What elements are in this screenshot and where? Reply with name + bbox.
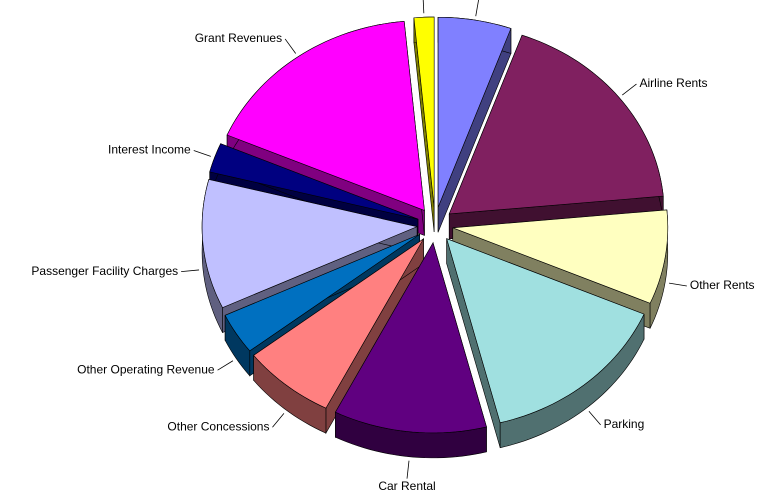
slice-label: Passenger Facility Charges <box>31 264 178 278</box>
leader-line <box>422 0 425 14</box>
leader-line <box>588 410 601 426</box>
slice-label: Car Rental <box>378 479 435 493</box>
leader-line <box>284 38 297 54</box>
slice-label: Interest Income <box>108 143 191 157</box>
leader-line <box>193 150 211 157</box>
slice <box>413 16 435 233</box>
slice <box>446 238 645 449</box>
leader-line <box>217 360 234 371</box>
slice-label: Grant Revenues <box>195 31 282 45</box>
slice-top <box>209 143 419 220</box>
slice-top <box>224 234 420 352</box>
leader-line <box>669 282 687 287</box>
slice-label: Other Concessions <box>167 419 269 433</box>
slice-top <box>334 242 487 434</box>
leader-line <box>272 413 285 428</box>
leader-line <box>406 460 410 479</box>
slice-label: Other Rents <box>690 278 755 292</box>
slice-top <box>446 238 645 424</box>
slice <box>253 237 424 435</box>
slice-top <box>201 179 419 308</box>
slice-label: Other Operating Revenue <box>77 362 215 376</box>
slice-top <box>253 238 424 409</box>
slice-top <box>437 16 512 208</box>
leader-line <box>622 83 637 96</box>
slice <box>437 16 512 233</box>
slice-top <box>413 16 435 208</box>
slice-top <box>226 20 425 211</box>
slice-label: Airline Rents <box>639 76 707 90</box>
leader-line <box>181 269 200 273</box>
slice-top <box>448 34 664 215</box>
leader-line <box>475 0 479 17</box>
slice-top <box>452 209 669 304</box>
slice <box>334 241 487 459</box>
slice-label: Parking <box>604 417 645 431</box>
